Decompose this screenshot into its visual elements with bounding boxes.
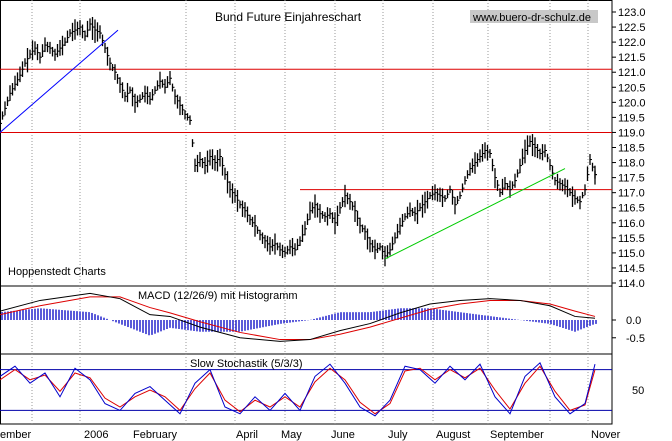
- watermark-text: www.buero-dr-schulz.de: [472, 12, 591, 24]
- y-tick-label: 120.5: [618, 82, 646, 94]
- stochastic-title: Slow Stochastik (5/3/3): [190, 358, 303, 370]
- y-tick-label: 114.5: [618, 263, 645, 275]
- x-axis-label: May: [281, 429, 302, 441]
- source-label: Hoppenstedt Charts: [8, 266, 106, 278]
- y-tick-label: 121.0: [618, 67, 646, 79]
- y-tick-label: 122.5: [618, 22, 646, 34]
- y-tick-label: 116.5: [618, 203, 645, 215]
- watermark-background: [470, 10, 598, 23]
- x-axis-label: June: [331, 429, 355, 441]
- macd-line: [0, 292, 596, 342]
- y-tick-label: 115.5: [618, 233, 645, 245]
- y-tick-label: 122.0: [618, 37, 646, 49]
- y-tick-label: 123.0: [618, 7, 646, 19]
- x-axis-label: February: [133, 429, 178, 441]
- macd-title: MACD (12/26/9) mit Histogramm: [138, 290, 298, 302]
- y-tick-label: 118.0: [618, 158, 645, 170]
- trendline: [0, 29, 119, 133]
- x-axis-label: Nover: [591, 429, 621, 441]
- y-tick-label: 50: [632, 385, 644, 397]
- trendline: [384, 168, 566, 260]
- y-tick-label: 119.0: [618, 127, 645, 139]
- plot-frame: [0, 0, 613, 425]
- stochastic-k-line: [0, 361, 596, 417]
- x-axis-label: August: [436, 429, 470, 441]
- y-tick-label: 0.0: [626, 315, 641, 327]
- x-axis-label: September: [490, 429, 544, 441]
- x-axis-label: July: [388, 429, 408, 441]
- y-tick-label: 117.5: [618, 173, 645, 185]
- chart-title: Bund Future Einjahreschart: [215, 10, 362, 24]
- y-tick-label: 116.0: [618, 218, 645, 230]
- y-tick-label: 119.5: [618, 112, 645, 124]
- x-axis-label: ember: [0, 429, 32, 441]
- y-tick-label: 118.5: [618, 143, 645, 155]
- y-tick-label: 117.0: [618, 188, 645, 200]
- y-tick-label: 120.0: [618, 97, 646, 109]
- y-tick-label: 115.0: [618, 248, 645, 260]
- y-tick-label: -0.5: [626, 333, 645, 345]
- x-axis-label: April: [236, 429, 258, 441]
- x-axis-label: 2006: [84, 429, 108, 441]
- y-tick-label: 121.5: [618, 52, 646, 64]
- y-tick-label: 114.0: [618, 278, 645, 290]
- stochastic-d-line: [0, 365, 596, 415]
